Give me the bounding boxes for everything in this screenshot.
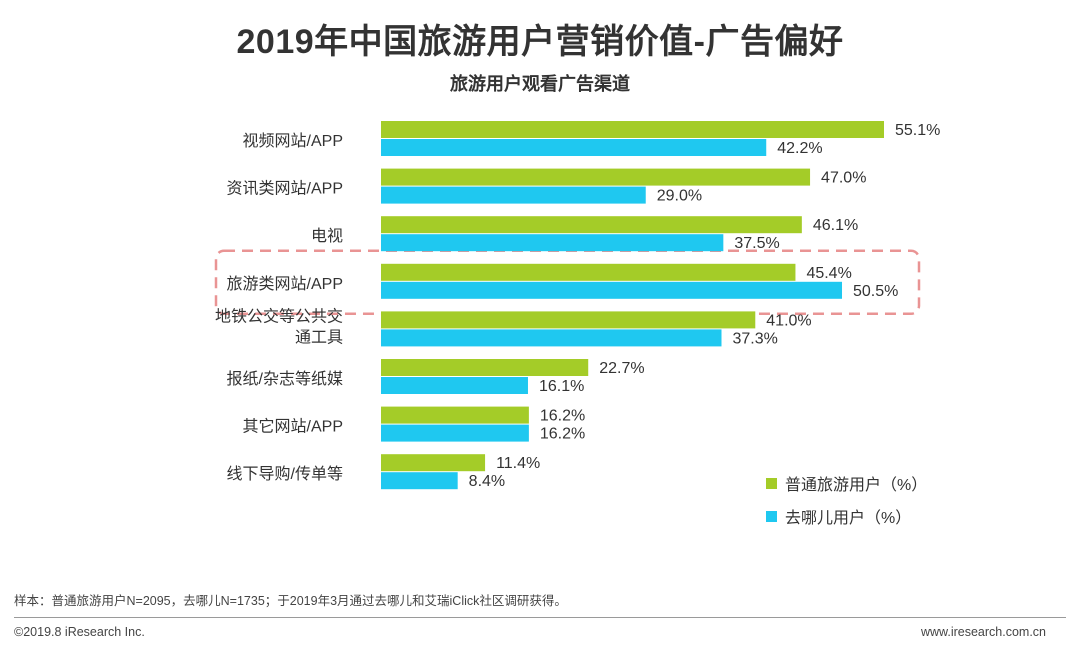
bar-regular-users bbox=[381, 263, 796, 281]
bar-value-label: 11.4% bbox=[496, 455, 540, 472]
category-label: 视频网站/APP bbox=[243, 132, 343, 150]
bar-value-label: 16.2% bbox=[540, 408, 585, 425]
bar-qunar-users bbox=[381, 424, 529, 442]
legend-item-regular-users: 普通旅游用户（%） bbox=[766, 471, 927, 495]
bar-value-label: 16.2% bbox=[540, 426, 585, 443]
bar-qunar-users bbox=[381, 377, 528, 394]
bar-value-label: 45.4% bbox=[806, 265, 851, 282]
legend-swatch-blue bbox=[766, 510, 777, 522]
legend-swatch-green bbox=[766, 477, 777, 489]
bar-qunar-users bbox=[381, 472, 458, 490]
bar-value-label: 42.2% bbox=[777, 140, 822, 157]
bar-value-label: 41.0% bbox=[766, 312, 811, 329]
bar-chart: 视频网站/APP 55.1% 42.2% 资讯类网站/APP 47.0% 29.0% 电视 4… bbox=[214, 121, 940, 490]
bar-regular-users bbox=[381, 311, 756, 329]
category-label: 线下导购/传单等 bbox=[227, 465, 343, 483]
bar-regular-users bbox=[381, 121, 884, 138]
legend-item-qunar-users: 去哪儿用户（%） bbox=[766, 504, 911, 528]
bar-value-label: 50.5% bbox=[853, 283, 898, 300]
sample-note: 样本：普通旅游用户N=2095，去哪儿N=1735；于2019年3月通过去哪儿和… bbox=[14, 594, 567, 608]
bar-regular-users bbox=[381, 454, 486, 472]
bar-value-label: 47.0% bbox=[821, 170, 866, 187]
bar-qunar-users bbox=[381, 329, 722, 347]
chart-subtitle: 旅游用户观看广告渠道 bbox=[450, 74, 630, 94]
bar-value-label: 8.4% bbox=[469, 473, 505, 490]
bar-regular-users bbox=[381, 168, 811, 186]
bar-qunar-users bbox=[381, 281, 843, 299]
category-label: 其它网站/APP bbox=[243, 418, 343, 436]
bar-regular-users bbox=[381, 406, 529, 424]
page-title: 2019年中国旅游用户营销价值-广告偏好 bbox=[236, 23, 844, 61]
bar-value-label: 37.3% bbox=[733, 330, 778, 347]
bar-value-label: 55.1% bbox=[895, 122, 940, 139]
website-link[interactable]: www.iresearch.com.cn bbox=[920, 625, 1046, 639]
footer-divider bbox=[14, 617, 1066, 618]
bar-value-label: 22.7% bbox=[599, 360, 644, 377]
bar-qunar-users bbox=[381, 186, 646, 204]
bar-qunar-users bbox=[381, 139, 767, 156]
bar-value-label: 29.0% bbox=[657, 188, 702, 205]
legend-label: 去哪儿用户（%） bbox=[785, 510, 912, 527]
category-label: 旅游类网站/APP bbox=[227, 275, 343, 293]
copyright: ©2019.8 iResearch Inc. bbox=[14, 625, 145, 639]
category-label: 报纸/杂志等纸媒 bbox=[227, 370, 343, 388]
bar-regular-users bbox=[381, 359, 589, 376]
legend-label: 普通旅游用户（%） bbox=[785, 477, 928, 494]
category-label: 资讯类网站/APP bbox=[227, 180, 343, 198]
category-label: 电视 bbox=[311, 227, 343, 245]
bar-qunar-users bbox=[381, 234, 724, 252]
category-label: 地铁公交等公共交通工具 bbox=[215, 307, 343, 346]
bar-value-label: 46.1% bbox=[813, 217, 858, 234]
bar-regular-users bbox=[381, 216, 802, 234]
bar-value-label: 16.1% bbox=[539, 378, 584, 395]
bar-value-label: 37.5% bbox=[734, 235, 779, 252]
